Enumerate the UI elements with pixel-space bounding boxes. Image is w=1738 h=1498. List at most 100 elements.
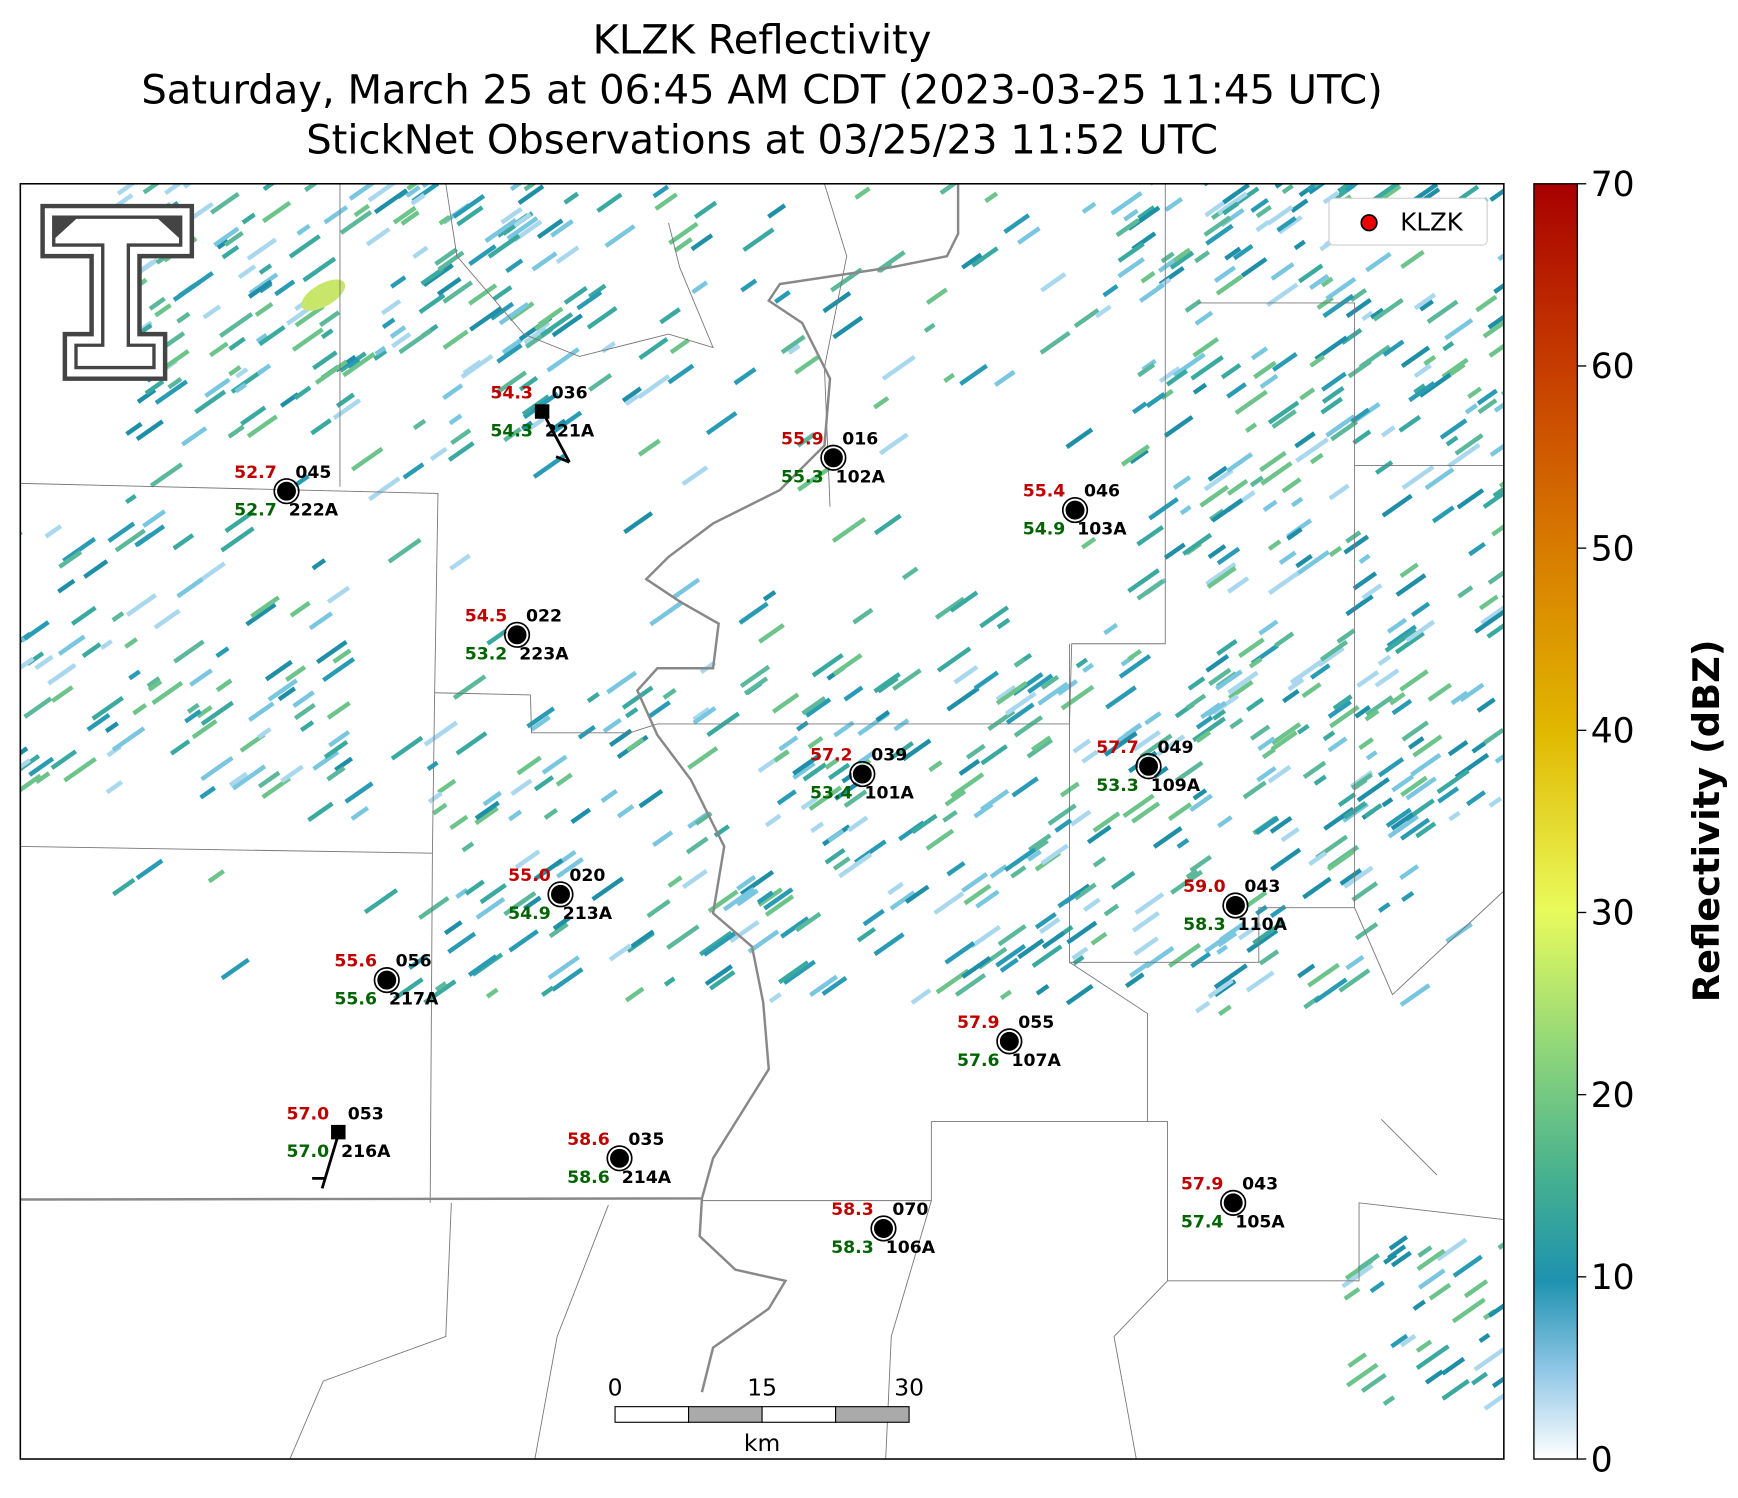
echo: [1031, 944, 1063, 968]
echo: [1212, 709, 1227, 721]
echo: [280, 764, 304, 784]
echo: [450, 428, 472, 445]
echo: [822, 291, 852, 314]
echo: [586, 306, 618, 330]
echo: [1226, 452, 1254, 473]
echo: [600, 789, 618, 803]
echo: [970, 924, 1001, 949]
echo: [950, 772, 985, 799]
echo: [961, 252, 983, 270]
station-ring: [996, 1028, 1023, 1055]
echo: [977, 946, 1008, 970]
echo: [274, 279, 296, 297]
station-marker: [1137, 755, 1160, 777]
echo: [135, 858, 164, 880]
echo: [1081, 536, 1097, 550]
echo: [335, 392, 355, 408]
echo: [1459, 682, 1485, 703]
echo: [1040, 272, 1067, 293]
echo: [1313, 977, 1348, 1004]
echo: [200, 700, 234, 726]
echo: [367, 183, 397, 203]
dewpoint: 58.6: [567, 1168, 610, 1188]
echo: [526, 706, 556, 729]
echo: [291, 327, 324, 352]
echo: [1165, 369, 1188, 387]
station-marker: [998, 1030, 1020, 1052]
echo: [492, 285, 513, 301]
echo: [878, 432, 909, 456]
echo: [518, 376, 539, 392]
echo: [1457, 585, 1474, 599]
echo: [1040, 675, 1060, 690]
echo: [231, 764, 267, 791]
station-ring: [373, 967, 400, 994]
echo: [1439, 418, 1468, 440]
echo: [315, 640, 348, 665]
echo: [1476, 388, 1498, 406]
echo: [1133, 936, 1159, 956]
echo: [942, 809, 958, 823]
echo: [1302, 760, 1327, 780]
echo: [1339, 868, 1362, 886]
echo: [455, 731, 488, 756]
echo: [550, 219, 574, 238]
echo: [163, 183, 181, 196]
echo: [301, 279, 346, 311]
echo: [1321, 385, 1345, 404]
echo: [953, 665, 979, 685]
echo: [604, 224, 636, 248]
echo: [796, 432, 816, 448]
echo: [1364, 709, 1380, 722]
echo: [344, 781, 374, 804]
echo: [743, 676, 769, 696]
echo: [1290, 496, 1304, 508]
echo: [1476, 697, 1496, 713]
echo: [1361, 583, 1383, 600]
dewpoint: 55.3: [781, 467, 824, 487]
echo: [1294, 431, 1316, 449]
echo: [1408, 736, 1425, 750]
echo: [596, 192, 623, 213]
echo: [1483, 728, 1504, 745]
echo: [1418, 372, 1452, 398]
echo: [1309, 273, 1330, 290]
echo: [257, 770, 281, 789]
echo: [667, 363, 695, 385]
echo: [437, 778, 457, 795]
echo: [1160, 251, 1175, 264]
echo: [1387, 814, 1419, 839]
echo: [1394, 631, 1425, 655]
echo: [1028, 833, 1052, 852]
echo: [787, 343, 801, 355]
echo: [1129, 448, 1149, 465]
echo: [944, 941, 976, 965]
echo: [1408, 381, 1436, 403]
echo: [135, 419, 164, 442]
echo: [398, 328, 433, 355]
echo: [455, 887, 469, 899]
echo: [774, 290, 791, 304]
echo: [181, 426, 208, 447]
echo: [954, 973, 987, 997]
echo: [1509, 395, 1531, 412]
echo: [1419, 299, 1434, 312]
echo: [1441, 1378, 1470, 1401]
echo: [1475, 294, 1498, 313]
echo: [852, 607, 874, 625]
echo: [1139, 283, 1165, 303]
echo: [467, 954, 498, 977]
echo: [1215, 669, 1243, 691]
echo: [1463, 1279, 1489, 1299]
echo: [1417, 1268, 1446, 1290]
echo: [44, 524, 63, 539]
echo: [348, 183, 380, 201]
echo: [588, 283, 607, 299]
echo: [1352, 777, 1368, 791]
echo: [1227, 679, 1254, 700]
echo: [1295, 553, 1313, 569]
echo: [1179, 504, 1192, 516]
ttu-logo: [40, 203, 195, 381]
echo: [889, 890, 916, 911]
station-marker: [331, 1124, 346, 1140]
